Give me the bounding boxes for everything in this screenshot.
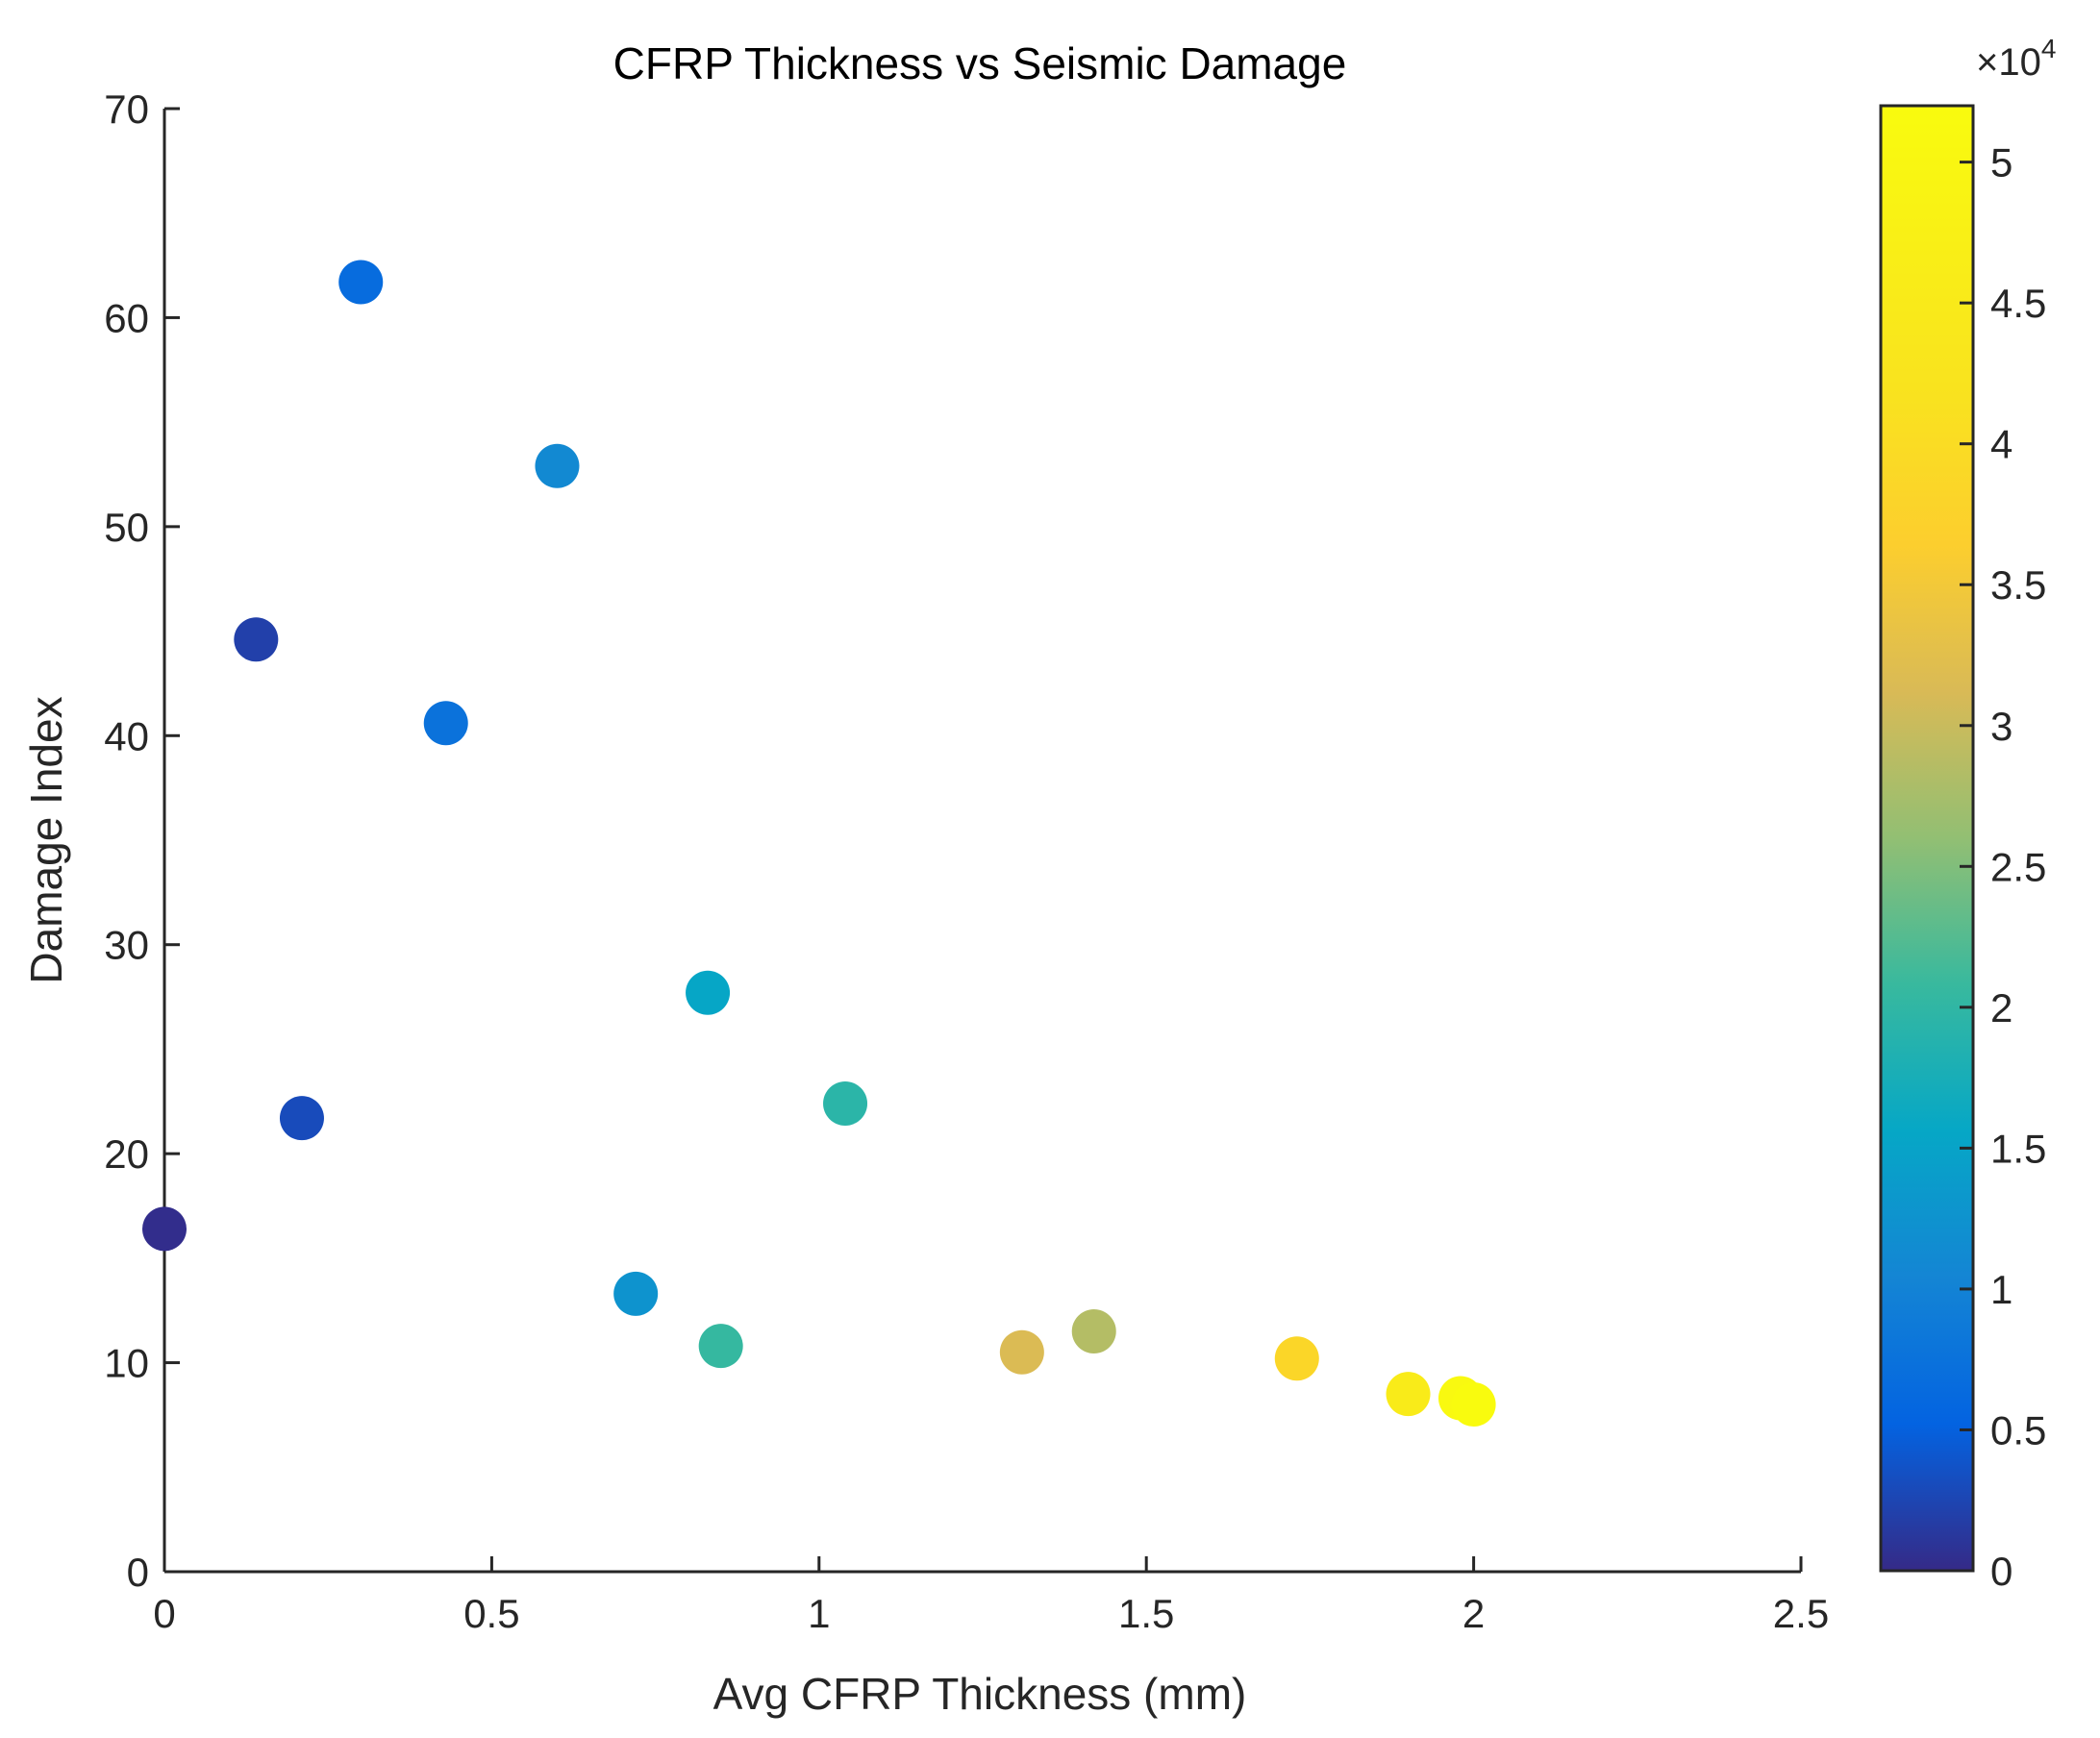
colorbar-tick-label: 1 (1990, 1267, 2012, 1312)
y-axis-label: Damage Index (21, 696, 71, 983)
data-point (1451, 1382, 1496, 1428)
y-tick-label: 60 (104, 295, 149, 340)
y-ticks: 0 10 20 30 40 50 60 70 (104, 87, 180, 1595)
x-axis-label: Avg CFRP Thickness (mm) (713, 1669, 1247, 1719)
y-tick-label: 40 (104, 713, 149, 758)
colorbar-tick-label: 2.5 (1990, 844, 2046, 889)
x-tick-label: 1 (808, 1591, 830, 1636)
data-point (535, 443, 580, 488)
data-point (234, 617, 279, 662)
data-points (142, 260, 1496, 1428)
colorbar-multiplier-base: ×10 (1976, 41, 2041, 84)
colorbar-multiplier-exponent: 4 (2041, 34, 2057, 63)
data-point (698, 1324, 743, 1369)
x-tick-label: 2.5 (1773, 1591, 1829, 1636)
colorbar-tick-label: 5 (1990, 140, 2012, 186)
colorbar-tick-label: 1.5 (1990, 1126, 2046, 1171)
data-point (423, 701, 468, 746)
data-point (1071, 1308, 1116, 1353)
colorbar-tick-label: 3 (1990, 704, 2012, 749)
y-tick-label: 10 (104, 1341, 149, 1386)
data-point (279, 1096, 324, 1141)
y-tick-label: 30 (104, 923, 149, 968)
x-ticks: 0 0.5 1 1.5 2 2.5 (153, 1556, 1829, 1636)
y-tick-label: 50 (104, 505, 149, 550)
data-point (142, 1206, 187, 1252)
y-tick-label: 20 (104, 1131, 149, 1177)
colorbar-tick-label: 0.5 (1990, 1407, 2046, 1452)
colorbar-tick-label: 4.5 (1990, 281, 2046, 326)
colorbar-gradient (1879, 104, 1975, 1573)
colorbar-tick-label: 4 (1990, 422, 2012, 467)
data-point (823, 1080, 868, 1126)
colorbar-ticks: 0 0.5 1 1.5 2 2.5 3 3.5 4 4.5 5 (1960, 140, 2046, 1594)
data-point (613, 1271, 659, 1316)
x-tick-label: 0 (153, 1591, 175, 1636)
data-point (1386, 1372, 1431, 1417)
data-point (999, 1329, 1044, 1375)
y-tick-label: 0 (127, 1550, 149, 1595)
colorbar: 00.511.522.533.544.55 ×104 (1879, 34, 2056, 1594)
colorbar-tick-label: 3.5 (1990, 562, 2046, 608)
x-tick-label: 0.5 (463, 1591, 519, 1636)
data-point (1274, 1336, 1319, 1381)
x-tick-label: 2 (1462, 1591, 1485, 1636)
colorbar-multiplier: ×104 (1976, 34, 2056, 84)
data-point (686, 970, 731, 1015)
plot-area: 0 0.5 1 1.5 2 2.5 0 10 20 30 40 50 60 70 (104, 87, 1829, 1636)
chart-title: CFRP Thickness vs Seismic Damage (613, 38, 1347, 88)
colorbar-tick-label: 0 (1990, 1549, 2012, 1594)
x-tick-label: 1.5 (1118, 1591, 1174, 1636)
data-point (338, 260, 384, 305)
colorbar-tick-label: 2 (1990, 985, 2012, 1030)
y-tick-label: 70 (104, 87, 149, 132)
